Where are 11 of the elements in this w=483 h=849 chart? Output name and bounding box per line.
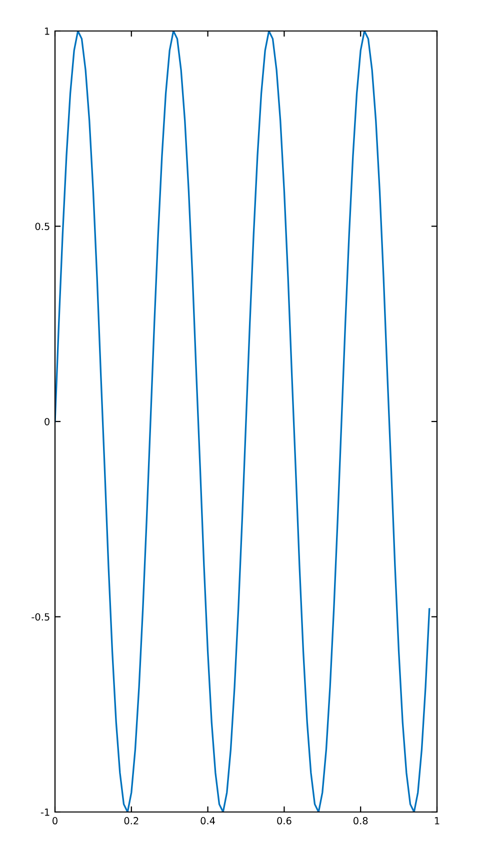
x-tick-label: 0.4: [200, 817, 215, 824]
y-tick-label: -1: [40, 808, 50, 816]
x-tick-label: 0: [52, 817, 58, 824]
x-tick-label: 0.6: [277, 817, 292, 824]
x-tick-label: 0.2: [124, 817, 138, 824]
y-tick-label: 1: [45, 28, 50, 35]
y-tick-label: 0.5: [35, 222, 50, 230]
x-tick-label: 1: [434, 817, 440, 824]
y-tick-label: -0.5: [32, 613, 50, 621]
y-tick-label: 0: [44, 418, 50, 426]
x-tick-label: 0.8: [354, 817, 368, 824]
